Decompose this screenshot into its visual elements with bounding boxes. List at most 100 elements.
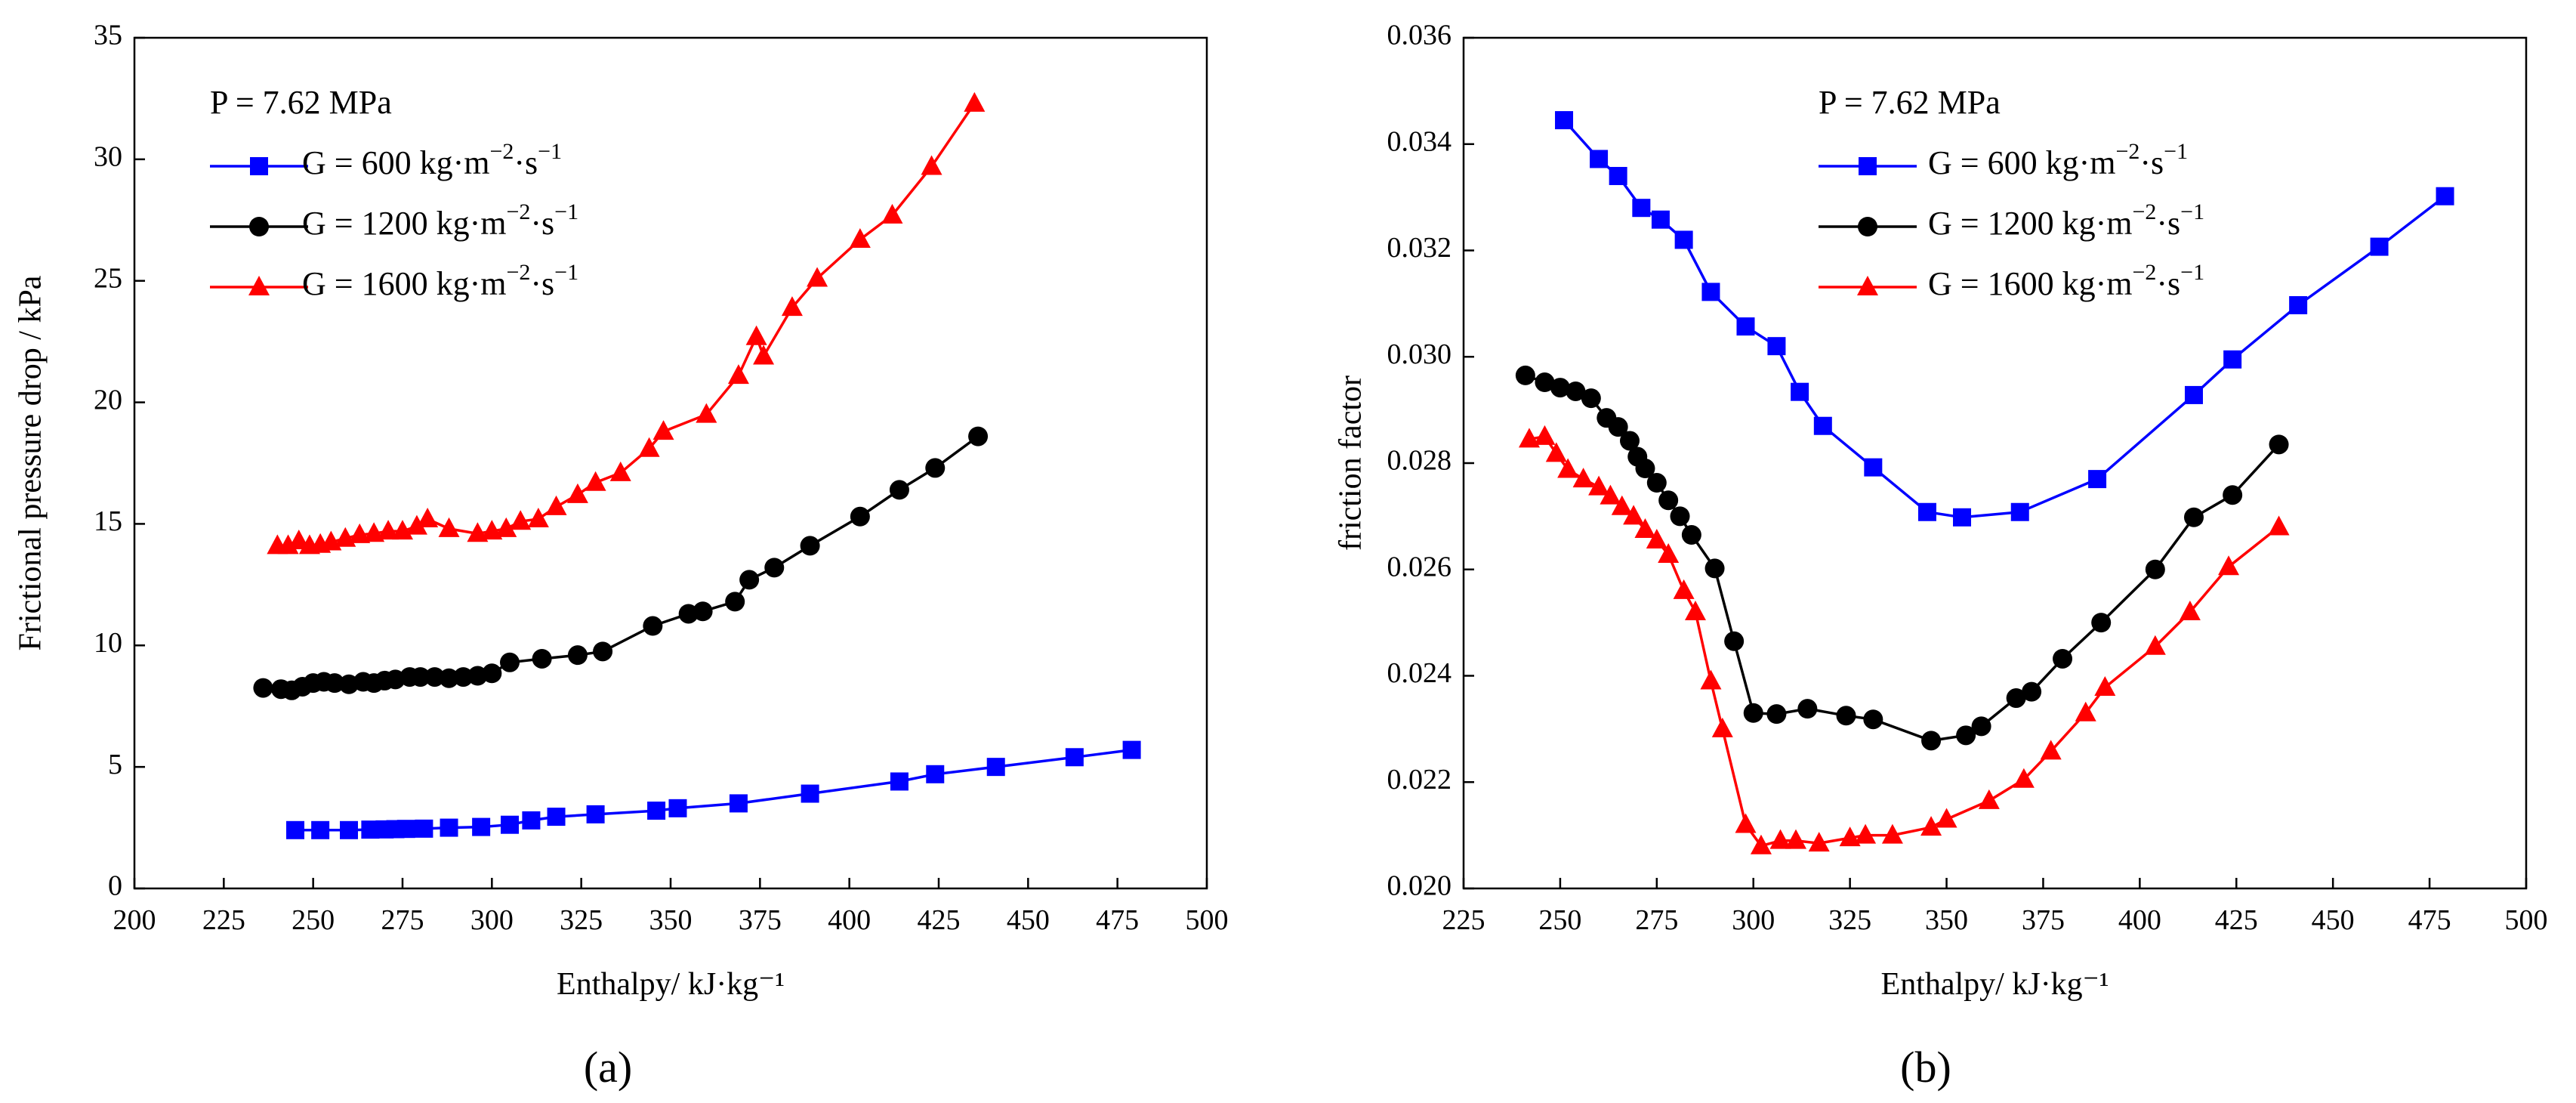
data-point bbox=[1736, 317, 1755, 336]
y-tick-label: 0.036 bbox=[1387, 20, 1452, 51]
data-point bbox=[453, 667, 474, 687]
data-point bbox=[2010, 502, 2029, 521]
data-point bbox=[1921, 731, 1942, 751]
x-tick-label: 475 bbox=[1096, 904, 1139, 936]
data-point bbox=[2022, 681, 2042, 702]
data-point bbox=[2183, 507, 2204, 527]
data-point bbox=[522, 811, 541, 830]
data-point bbox=[325, 673, 345, 694]
legend-label-part: −1 bbox=[554, 260, 578, 285]
legend-label-part: −2 bbox=[2132, 260, 2156, 285]
legend-label: G = 600 kg·m−2·s−1 bbox=[302, 139, 562, 181]
data-point bbox=[2218, 555, 2240, 576]
data-point bbox=[1550, 378, 1570, 398]
legend-label-part: −1 bbox=[554, 199, 578, 224]
legend-label-part: −2 bbox=[489, 139, 514, 164]
x-tick-label: 225 bbox=[202, 904, 245, 936]
data-point bbox=[1572, 468, 1594, 488]
legend-label-part: ·s bbox=[514, 144, 538, 181]
data-point bbox=[1646, 529, 1667, 549]
data-point bbox=[727, 364, 749, 385]
data-point bbox=[396, 820, 415, 839]
data-point bbox=[753, 344, 775, 365]
data-point bbox=[643, 616, 663, 636]
data-point bbox=[1839, 826, 1861, 847]
data-point bbox=[889, 480, 909, 500]
legend-label-part: −1 bbox=[2164, 139, 2188, 164]
x-tick-label: 325 bbox=[560, 904, 603, 936]
data-point bbox=[340, 820, 358, 839]
data-point bbox=[586, 805, 605, 823]
data-point bbox=[1769, 829, 1791, 849]
panel-b-chart: 225 250 275 300 325 350 375 400 425 450 475 500 0.02… bbox=[1334, 20, 2548, 1002]
data-point bbox=[2179, 601, 2201, 621]
data-point bbox=[593, 641, 613, 662]
data-point bbox=[424, 667, 445, 687]
legend-label: G = 1600 kg·m−2·s−1 bbox=[1928, 260, 2204, 302]
legend-label-part: G = 1200 kg·m bbox=[1928, 205, 2132, 242]
legend-label-part: −2 bbox=[2132, 199, 2156, 224]
data-point bbox=[1581, 388, 1601, 409]
panel-a-chart: 200 225 250 275 300 325 350 375 400 425 450 475 500 0… bbox=[14, 20, 1229, 1002]
x-tick-label: 400 bbox=[828, 904, 871, 936]
data-point bbox=[739, 570, 760, 590]
data-point bbox=[1767, 337, 1786, 356]
data-point bbox=[2145, 559, 2165, 579]
data-point bbox=[417, 507, 439, 527]
data-point bbox=[986, 758, 1005, 777]
y-tick-label: 0.024 bbox=[1387, 657, 1452, 689]
y-tick-label: 20 bbox=[94, 384, 122, 416]
panel-label-a: (a) bbox=[584, 1043, 632, 1092]
data-point bbox=[2088, 470, 2107, 489]
data-point bbox=[1953, 508, 1972, 527]
data-point bbox=[693, 601, 713, 622]
data-point bbox=[807, 267, 828, 287]
legend-label-part: G = 1600 kg·m bbox=[302, 265, 506, 302]
y-axis-title: friction factor bbox=[1334, 375, 1368, 551]
data-point bbox=[849, 228, 871, 249]
legend-marker bbox=[1858, 217, 1877, 236]
data-point bbox=[1065, 748, 1084, 767]
series-square bbox=[286, 740, 1141, 839]
data-point bbox=[609, 461, 631, 481]
data-point bbox=[288, 529, 310, 549]
legend-label-part: −2 bbox=[506, 199, 530, 224]
data-point bbox=[1836, 706, 1856, 726]
data-point bbox=[1534, 425, 1556, 445]
legend-label-part: G = 600 kg·m bbox=[302, 144, 489, 181]
data-point bbox=[2040, 740, 2062, 760]
data-point bbox=[286, 820, 304, 839]
data-point bbox=[1864, 458, 1883, 477]
legend-label: G = 1200 kg·m−2·s−1 bbox=[1928, 199, 2204, 242]
legend-marker bbox=[1859, 157, 1877, 175]
series-triangle bbox=[267, 91, 986, 555]
y-tick-label: 5 bbox=[108, 749, 122, 780]
y-tick-label: 15 bbox=[94, 505, 122, 537]
data-point bbox=[1515, 365, 1535, 385]
y-tick-label: 0.030 bbox=[1387, 338, 1452, 370]
y-tick-label: 0.028 bbox=[1387, 445, 1452, 477]
data-point bbox=[729, 794, 748, 813]
data-point bbox=[890, 772, 909, 791]
legend-marker bbox=[249, 217, 269, 236]
data-point bbox=[1673, 579, 1695, 599]
data-point bbox=[2144, 635, 2166, 655]
x-axis-title: Enthalpy/ kJ·kg⁻¹ bbox=[1881, 967, 2109, 1002]
y-tick-label: 0.034 bbox=[1387, 125, 1452, 157]
data-point bbox=[510, 510, 532, 530]
data-point bbox=[1632, 199, 1651, 218]
data-point bbox=[1863, 709, 1883, 730]
data-point bbox=[2094, 675, 2116, 696]
data-point bbox=[440, 818, 458, 837]
data-point bbox=[1971, 716, 1991, 737]
data-point bbox=[1651, 210, 1670, 229]
y-tick-label: 0 bbox=[108, 870, 122, 902]
data-point bbox=[2269, 434, 2289, 455]
x-tick-label: 300 bbox=[1732, 904, 1775, 936]
data-point bbox=[1557, 458, 1579, 478]
data-point bbox=[696, 403, 717, 423]
y-tick-label: 10 bbox=[94, 627, 122, 659]
data-point bbox=[495, 517, 517, 537]
data-point bbox=[1785, 829, 1807, 849]
